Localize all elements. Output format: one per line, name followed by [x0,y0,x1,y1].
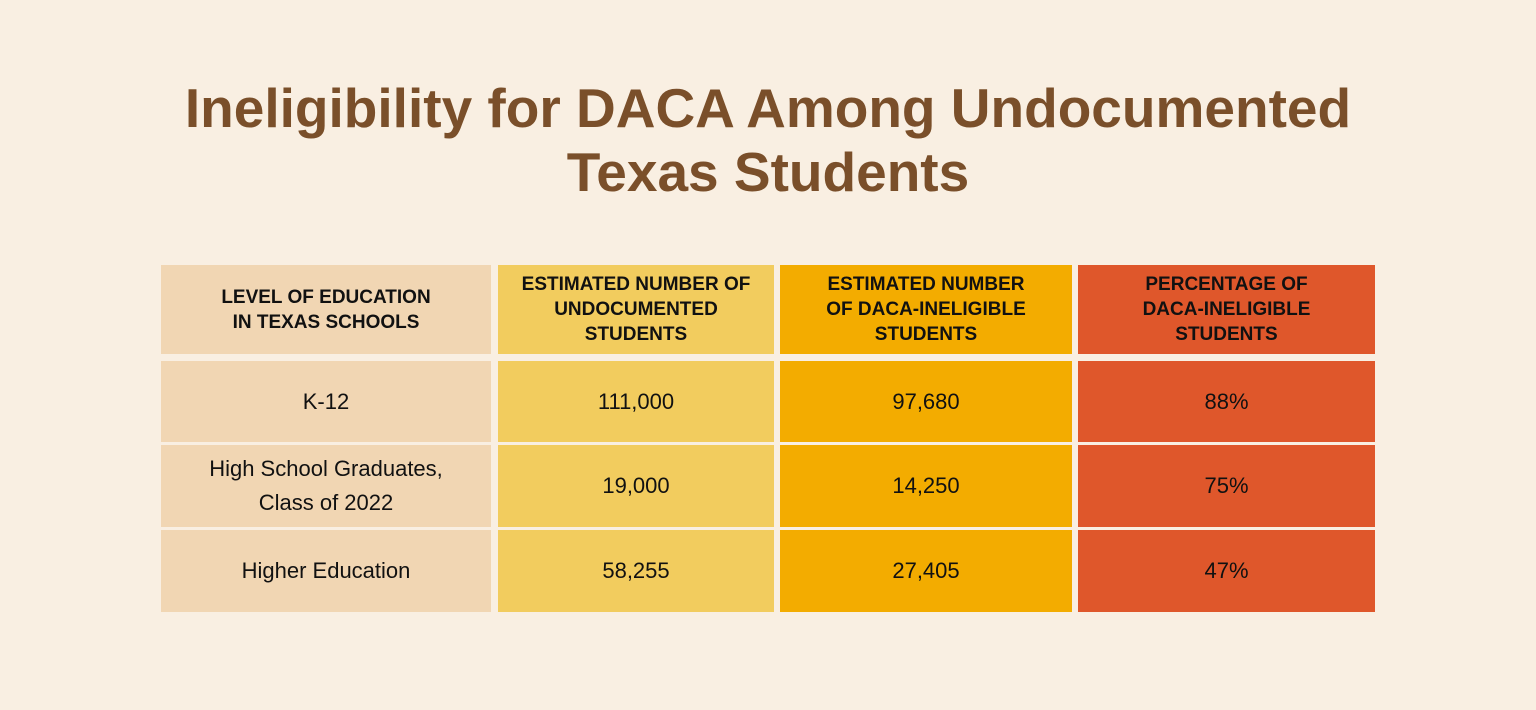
cell-text-line: IN TEXAS SCHOOLS [232,311,420,333]
cell-text-line: ESTIMATED NUMBER OF [521,274,751,295]
table-cell-r2-c2: 27,405 [780,530,1072,612]
cell-text-line: OF DACA-INELIGIBLE [826,299,1026,320]
cell-text: K-12 [303,385,349,419]
title-line-1: Ineligibility for DACA Among Undocumente… [184,77,1352,139]
cell-text: 47% [1204,554,1248,588]
cell-text-line: PERCENTAGE OF [1145,274,1308,295]
header-cell-col-2: ESTIMATED NUMBER OF DACA-INELIGIBLE STUDEN… [780,265,1072,354]
cell-text: 88% [1204,385,1248,419]
cell-text-line: 47% [1204,558,1249,583]
cell-text-line: 75% [1204,473,1249,498]
cell-text-line: STUDENTS [874,324,978,345]
cell-text: ESTIMATED NUMBER OF UNDOCUMENTED STUDENTS [522,272,751,347]
table-cell-r1-c2: 14,250 [780,445,1072,527]
cell-text-line: 19,000 [602,473,670,498]
cell-text-line: DACA-INELIGIBLE [1142,299,1311,320]
cell-text-line: Class of 2022 [258,490,394,515]
header-cell-col-0: LEVEL OF EDUCATION IN TEXAS SCHOOLS [161,265,491,354]
cell-text: 111,000 [598,385,674,419]
cell-text-line: Higher Education [241,558,411,583]
cell-text-line: 58,255 [602,558,670,583]
cell-text: 27,405 [892,554,959,588]
cell-text: High School Graduates, Class of 2022 [209,452,443,520]
table-cell-r1-c0: High School Graduates, Class of 2022 [161,445,491,527]
page-title: Ineligibility for DACA Among Undocumente… [0,76,1536,204]
cell-text-line: LEVEL OF EDUCATION [221,286,431,308]
table-cell-r0-c1: 111,000 [498,361,774,442]
cell-text: 19,000 [602,469,669,503]
cell-text: 97,680 [892,385,959,419]
table-cell-r0-c0: K-12 [161,361,491,442]
table-cell-r2-c3: 47% [1078,530,1375,612]
cell-text: PERCENTAGE OF DACA-INELIGIBLE STUDENTS [1143,272,1311,347]
cell-text-line: 88% [1204,388,1249,414]
data-table: LEVEL OF EDUCATION IN TEXAS SCHOOLS ESTIMA… [161,265,1375,612]
table-cell-r0-c3: 88% [1078,361,1375,442]
cell-text-line: 27,405 [892,558,960,583]
table-cell-r2-c0: Higher Education [161,530,491,612]
title-line-2: Texas Students [566,141,970,203]
cell-text: LEVEL OF EDUCATION IN TEXAS SCHOOLS [221,285,430,335]
cell-text-line: K-12 [302,388,350,414]
cell-text-line: UNDOCUMENTED [554,299,718,320]
cell-text: 58,255 [602,554,669,588]
cell-text: ESTIMATED NUMBER OF DACA-INELIGIBLE STUDEN… [826,272,1026,347]
cell-text-line: STUDENTS [584,324,688,345]
cell-text-line: High School Graduates, [209,456,443,481]
cell-text-line: 14,250 [892,473,960,498]
cell-text: 14,250 [892,469,959,503]
table-cell-r1-c1: 19,000 [498,445,774,527]
table-cell-r2-c1: 58,255 [498,530,774,612]
table-cell-r0-c2: 97,680 [780,361,1072,442]
cell-text: Higher Education [242,554,411,588]
header-cell-col-1: ESTIMATED NUMBER OF UNDOCUMENTED STUDENTS [498,265,774,354]
header-cell-col-3: PERCENTAGE OF DACA-INELIGIBLE STUDENTS [1078,265,1375,354]
cell-text-line: ESTIMATED NUMBER [827,274,1025,295]
cell-text-line: 111,000 [597,388,675,414]
table-cell-r1-c3: 75% [1078,445,1375,527]
cell-text-line: STUDENTS [1175,324,1278,345]
cell-text-line: 97,680 [892,388,960,414]
cell-text: 75% [1204,469,1248,503]
